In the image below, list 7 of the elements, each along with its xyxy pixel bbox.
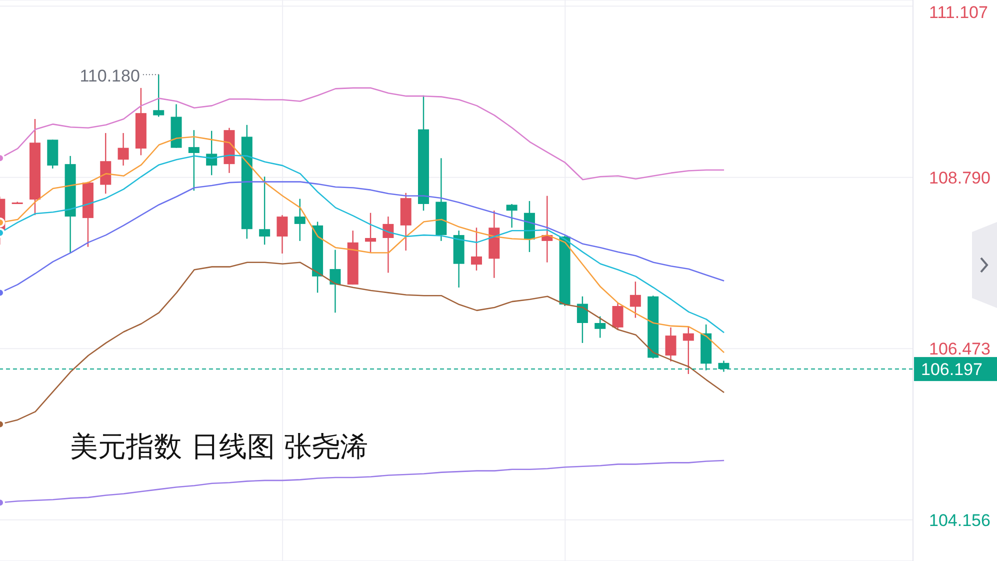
annotation: 110.180: [80, 66, 140, 86]
y-tick-label: 108.790: [929, 168, 990, 188]
y-tick-label: 111.107: [929, 3, 988, 22]
y-tick-label: 106.473: [929, 340, 990, 359]
ref-line-label: 106.197: [921, 360, 982, 380]
y-tick-label: 104.156: [929, 510, 990, 530]
text: 美元指数 日线图 张尧浠: [70, 429, 368, 465]
